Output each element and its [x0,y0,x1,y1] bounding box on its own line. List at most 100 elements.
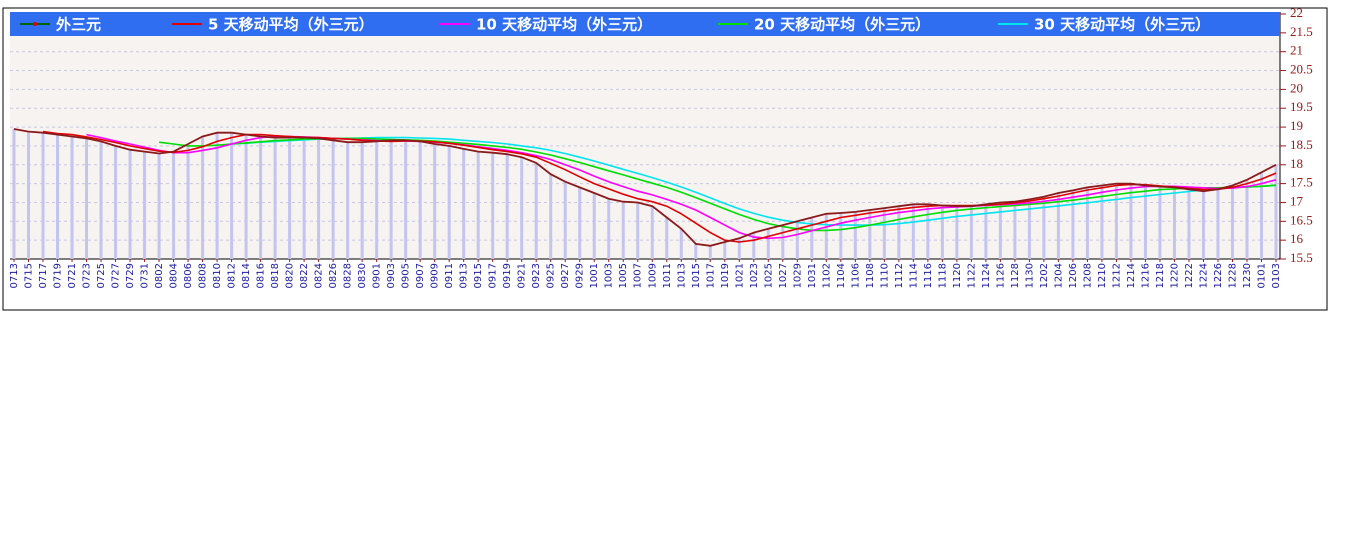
y-tick-label: 21 [1290,43,1303,58]
bar [143,151,147,259]
x-tick-label: 0824 [314,263,325,288]
bar [1100,185,1104,259]
x-tick-label: 1013 [676,263,687,288]
plot-background [10,36,1280,259]
x-tick-label: 0725 [96,263,107,288]
bar [201,136,205,259]
x-tick-label: 0802 [154,263,165,288]
bar [404,140,408,259]
bar [607,198,611,259]
x-tick-label: 0925 [546,263,557,288]
x-tick-label: 0929 [575,263,586,288]
bar [230,132,234,259]
x-tick-label: 0103 [1271,263,1282,288]
bar [1158,186,1162,259]
bar [360,142,364,259]
bar [853,211,857,259]
bar [868,210,872,259]
x-tick-label: 0909 [430,263,441,288]
bar [389,140,393,259]
x-tick-label: 1025 [763,263,774,288]
bar [882,208,886,259]
x-tick-label: 1021 [734,263,745,288]
bar [955,206,959,259]
bar [679,228,683,259]
x-tick-label: 0804 [169,263,180,288]
bar [752,232,756,259]
bar [27,131,31,259]
x-tick-label: 0717 [38,263,49,288]
y-tick-label: 16.5 [1290,212,1313,227]
bar [273,137,277,259]
x-tick-label: 1130 [1024,263,1035,288]
bar [549,174,553,259]
x-tick-label: 0911 [444,263,455,288]
x-tick-label: 0822 [299,263,310,288]
bar [114,145,118,259]
x-tick-label: 1204 [1053,263,1064,288]
x-tick-label: 1110 [879,263,890,288]
bar [621,201,625,259]
bar [1129,183,1133,259]
x-tick-label: 1220 [1169,263,1180,288]
y-tick-label: 16 [1290,231,1304,246]
x-tick-label: 1128 [1010,263,1021,288]
x-tick-label: 0830 [357,263,368,288]
bar [302,137,306,259]
x-tick-label: 0828 [343,263,354,288]
x-tick-label: 1102 [821,263,832,288]
y-tick-label: 15.5 [1290,250,1313,265]
bar [12,128,16,259]
x-tick-label: 0923 [531,263,542,288]
x-tick-label: 0721 [67,263,78,288]
chart-frame [2,7,1328,311]
bar [694,243,698,259]
y-tick-label: 19.5 [1290,99,1313,114]
x-tick-label: 1029 [792,263,803,288]
x-tick-label: 0907 [415,263,426,288]
bar [1274,164,1278,259]
x-tick-label: 0913 [459,263,470,288]
bar [708,245,712,259]
series-line [231,136,1277,226]
legend-label: 30 天移动平均（外三元） [1034,16,1210,34]
x-tick-label: 1122 [966,263,977,288]
bar [375,141,379,259]
bar [737,238,741,259]
bar [781,225,785,259]
x-tick-label: 1118 [937,263,948,288]
legend-label: 5 天移动平均（外三元） [208,16,374,34]
series-line [13,128,1277,247]
bar [1042,196,1046,259]
x-tick-label: 0927 [560,263,571,288]
bar [447,145,451,259]
bar [172,151,176,259]
bar [839,213,843,259]
x-tick-label: 1027 [778,263,789,288]
x-tick-label: 0101 [1256,263,1267,288]
x-tick-label: 0808 [198,263,209,288]
bar [85,138,89,259]
y-tick-label: 20.5 [1290,62,1313,77]
x-tick-label: 1126 [995,263,1006,288]
bar [1027,199,1031,259]
bar [1056,193,1060,259]
x-tick-label: 1120 [952,263,963,288]
y-tick-label: 17 [1290,193,1304,208]
legend-label: 20 天移动平均（外三元） [754,16,930,34]
x-tick-label: 0719 [53,263,64,288]
bar [433,144,437,259]
x-tick-label: 1005 [618,263,629,288]
bar [810,217,814,259]
bar [1013,201,1017,259]
legend-background [10,12,1280,36]
bar [505,154,509,259]
bar [1230,185,1234,259]
bar [418,141,422,259]
x-tick-label: 0917 [488,263,499,288]
x-tick-label: 0713 [9,263,20,288]
bar [99,141,103,259]
x-tick-label: 1202 [1039,263,1050,288]
bar [128,149,132,259]
bar [288,137,292,259]
